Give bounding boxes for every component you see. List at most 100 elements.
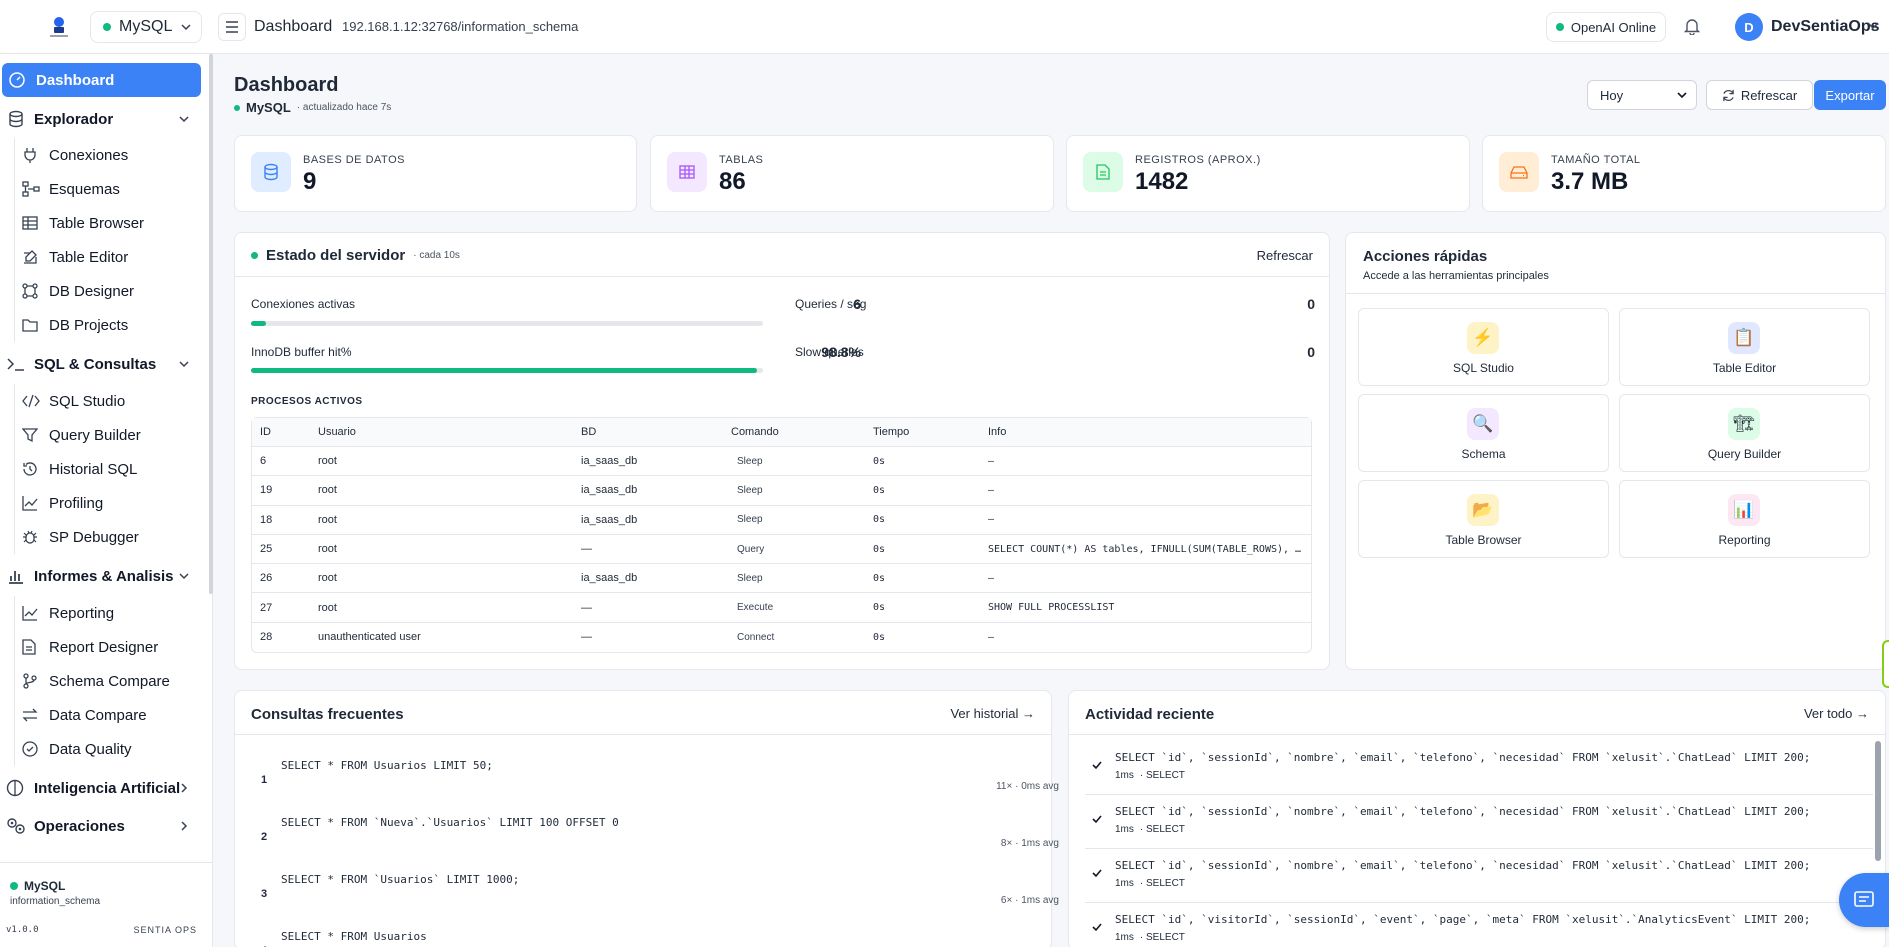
quick-action-sql-studio[interactable]: ⚡ SQL Studio bbox=[1358, 308, 1609, 386]
view-all-link[interactable]: Ver todo → bbox=[1803, 706, 1869, 721]
column-header[interactable]: Usuario bbox=[310, 418, 573, 447]
table-cell: — bbox=[581, 631, 592, 644]
activity-scrollbar[interactable] bbox=[1875, 741, 1881, 861]
history-icon bbox=[23, 462, 37, 476]
sidebar-item-reporting[interactable]: Reporting bbox=[0, 596, 200, 630]
column-header[interactable]: Comando bbox=[723, 418, 865, 447]
sidebar-item-data-compare[interactable]: Data Compare bbox=[0, 698, 200, 732]
sidebar-item-db-projects[interactable]: DB Projects bbox=[0, 308, 200, 342]
activity-kind: · SELECT bbox=[1139, 824, 1185, 835]
sidebar-tree-line bbox=[14, 138, 15, 342]
db-type-selector[interactable]: MySQL bbox=[90, 11, 202, 43]
frequent-query-item[interactable]: 4 SELECT * FROM Usuarios bbox=[251, 919, 1059, 947]
user-name[interactable]: DevSentiaOps bbox=[1771, 18, 1880, 35]
sidebar-item-sp-debugger[interactable]: SP Debugger bbox=[0, 520, 200, 554]
sidebar-section-label: Informes & Analisis bbox=[34, 567, 174, 585]
sidebar-item-label: Profiling bbox=[49, 494, 104, 512]
quick-action-schema[interactable]: 🔍 Schema bbox=[1358, 394, 1609, 472]
view-history-link[interactable]: Ver historial → bbox=[950, 706, 1035, 721]
period-select[interactable]: Hoy bbox=[1587, 80, 1697, 110]
quick-action-query-builder[interactable]: 🏗 Query Builder bbox=[1619, 394, 1870, 472]
avatar[interactable]: D bbox=[1735, 13, 1763, 41]
sidebar-section-inteligencia-artificial[interactable]: Inteligencia Artificial bbox=[0, 771, 200, 805]
export-button[interactable]: Exportar bbox=[1814, 80, 1886, 110]
column-header[interactable]: BD bbox=[573, 418, 723, 447]
activity-item[interactable]: SELECT `id`, `sessionId`, `nombre`, `ema… bbox=[1085, 849, 1873, 903]
sidebar-item-report-designer[interactable]: Report Designer bbox=[0, 630, 200, 664]
frequent-query-item[interactable]: 3 SELECT * FROM `Usuarios` LIMIT 1000; 6× … bbox=[251, 862, 1059, 918]
sidebar-item-table-browser[interactable]: Table Browser bbox=[0, 206, 200, 240]
sidebar-item-table-editor[interactable]: Table Editor bbox=[0, 240, 200, 274]
sidebar-section-label: SQL & Consultas bbox=[34, 355, 157, 373]
side-tab-handle[interactable] bbox=[1882, 640, 1889, 688]
bell-icon[interactable] bbox=[1683, 17, 1701, 35]
sidebar-item-label: Data Quality bbox=[49, 740, 132, 758]
quick-action-table-browser[interactable]: 📂 Table Browser bbox=[1358, 480, 1609, 558]
sidebar-item-schema-compare[interactable]: Schema Compare bbox=[0, 664, 200, 698]
process-table: ID Usuario BD Comando Tiempo Info 6 root i… bbox=[251, 417, 1312, 654]
footer-schema: information_schema bbox=[10, 896, 101, 907]
conexiones-bar-fill bbox=[251, 321, 267, 326]
activity-item[interactable]: SELECT `id`, `sessionId`, `nombre`, `ema… bbox=[1085, 795, 1873, 849]
column-header[interactable]: ID bbox=[252, 418, 310, 447]
divider bbox=[235, 276, 1329, 277]
ai-status-badge[interactable]: OpenAI Online bbox=[1546, 12, 1666, 42]
table-row[interactable]: 19 root ia_saas_db Sleep 0s — bbox=[252, 476, 1311, 506]
frequent-query-item[interactable]: 2 SELECT * FROM `Nueva`.`Usuarios` LIMIT … bbox=[251, 805, 1059, 861]
sidebar-item-data-quality[interactable]: Data Quality bbox=[0, 732, 200, 766]
table-cell: — bbox=[980, 447, 1311, 477]
quick-action-table-editor[interactable]: 📋 Table Editor bbox=[1619, 308, 1870, 386]
check-icon bbox=[1092, 761, 1102, 770]
table-cell: — bbox=[980, 564, 1311, 594]
metric-value: 0 bbox=[1307, 296, 1315, 312]
table-row[interactable]: 18 root ia_saas_db Sleep 0s — bbox=[252, 506, 1311, 535]
menu-toggle-button[interactable] bbox=[218, 13, 246, 41]
sidebar-section-operaciones[interactable]: Operaciones bbox=[0, 809, 200, 843]
sidebar-item-historial-sql[interactable]: Historial SQL bbox=[0, 452, 200, 486]
edit-icon bbox=[24, 250, 37, 264]
sidebar-section-sql[interactable]: SQL & Consultas bbox=[0, 347, 200, 381]
stat-label: TABLAS bbox=[719, 154, 764, 166]
sidebar-item-label: Historial SQL bbox=[49, 460, 138, 478]
table-cell: ia_saas_db bbox=[573, 476, 723, 506]
app-logo[interactable] bbox=[48, 14, 70, 40]
sidebar-item-db-designer[interactable]: DB Designer bbox=[0, 274, 200, 308]
quick-action-reporting[interactable]: 📊 Reporting bbox=[1619, 480, 1870, 558]
hard-drive-icon bbox=[1499, 152, 1539, 192]
chat-fab-button[interactable] bbox=[1839, 873, 1889, 927]
chevron-right-icon bbox=[181, 783, 188, 793]
sidebar-item-query-builder[interactable]: Query Builder bbox=[0, 418, 200, 452]
column-header[interactable]: Info bbox=[980, 418, 1311, 447]
sidebar-scrollbar[interactable] bbox=[209, 54, 213, 594]
sidebar-section-informes[interactable]: Informes & Analisis bbox=[0, 559, 200, 593]
sidebar-item-dashboard[interactable]: Dashboard bbox=[2, 63, 201, 97]
check-circle-icon bbox=[22, 741, 38, 757]
column-header[interactable]: Tiempo bbox=[865, 418, 980, 447]
chevron-down-icon[interactable] bbox=[1866, 20, 1880, 32]
server-status-panel: Estado del servidor · cada 10s Refrescar… bbox=[234, 232, 1330, 670]
stat-card-tables: TABLAS 86 bbox=[650, 135, 1054, 212]
server-status-title: Estado del servidor bbox=[266, 247, 406, 264]
stat-card-records: REGISTROS (APROX.) 1482 bbox=[1066, 135, 1470, 212]
table-row[interactable]: 25 root — Query 0s SELECT COUNT(*) AS tables,… bbox=[252, 535, 1311, 565]
sidebar-item-conexiones[interactable]: Conexiones bbox=[0, 138, 200, 172]
table-row[interactable]: 27 root — Execute 0s SHOW FULL PROCESSLIST bbox=[252, 593, 1311, 623]
frequent-query-item[interactable]: 1 SELECT * FROM Usuarios LIMIT 50; 11× · 0… bbox=[251, 748, 1059, 804]
table-row[interactable]: 26 root ia_saas_db Sleep 0s — bbox=[252, 564, 1311, 594]
server-refresh-link[interactable]: Refrescar bbox=[1256, 248, 1313, 263]
activity-item[interactable]: SELECT `id`, `visitorId`, `sessionId`, `… bbox=[1085, 903, 1873, 947]
sidebar-item-sql-studio[interactable]: SQL Studio bbox=[0, 384, 200, 418]
sidebar-item-profiling[interactable]: Profiling bbox=[0, 486, 200, 520]
table-cell: Sleep bbox=[723, 564, 865, 594]
sidebar-item-esquemas[interactable]: Esquemas bbox=[0, 172, 200, 206]
branch-icon bbox=[23, 673, 37, 689]
sidebar-section-explorador[interactable]: Explorador bbox=[0, 102, 200, 136]
table-cell: 0s bbox=[865, 506, 980, 535]
sidebar-tree-line bbox=[14, 384, 15, 554]
table-row[interactable]: 28 unauthenticated user — Connect 0s — bbox=[252, 623, 1311, 652]
footer-connection: MySQL bbox=[10, 879, 65, 893]
table-cell: root bbox=[310, 506, 573, 535]
activity-item[interactable]: SELECT `id`, `sessionId`, `nombre`, `ema… bbox=[1085, 741, 1873, 795]
table-row[interactable]: 6 root ia_saas_db Sleep 0s — bbox=[252, 447, 1311, 477]
refresh-button[interactable]: Refrescar bbox=[1706, 80, 1813, 110]
